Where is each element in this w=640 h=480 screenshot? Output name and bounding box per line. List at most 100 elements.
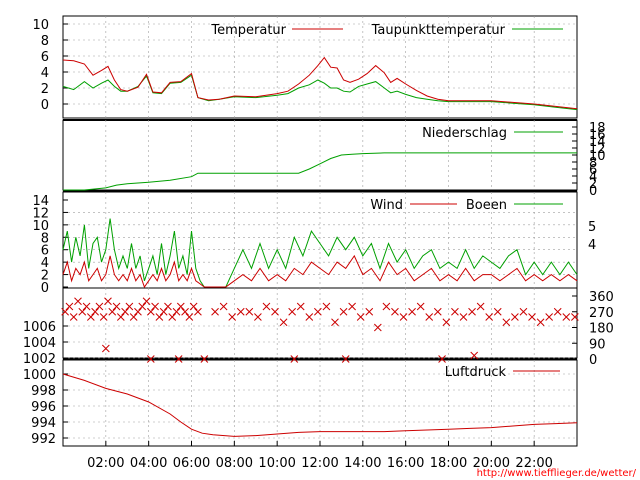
wind-direction-marker [288,307,297,316]
wind-direction-marker [112,302,121,311]
wind-direction-marker [95,302,104,311]
wind-direction-marker [459,313,468,321]
wind-direction-marker [219,302,228,311]
wind-direction-marker [451,307,459,316]
wind-tick-label: 4 [41,256,49,271]
wind-direction-marker [391,307,399,316]
wind-direction-marker [211,307,219,316]
wind-direction-marker [468,307,476,316]
wind-direction-marker [125,302,134,311]
series-line-boeen [62,218,578,288]
wind-direction-marker [181,307,189,316]
pressure-tick-label: 1000 [23,368,56,383]
precip-tick-label: 4 [589,170,597,185]
wind-direction-marker [82,302,91,311]
wind-direction-marker [86,313,95,321]
wind-tick-label: 8 [41,231,49,246]
pressure-tick-label: 996 [31,400,56,415]
temp-tick-label: 6 [41,50,49,65]
wind-tick-label: 14 [32,194,49,209]
wind-direction-marker [545,313,554,321]
x-tick-label: 14:00 [344,456,381,471]
wind-direction-marker [373,323,382,332]
legend-wind-label: Wind [370,198,403,213]
wind-direction-marker [228,313,237,321]
wind-direction-marker [493,307,502,316]
x-tick-label: 10:00 [258,456,295,471]
x-tick-label: 18:00 [430,456,467,471]
dir-tick-label: 270 [589,306,614,321]
wind-direction-marker [262,302,271,311]
wind-direction-marker [172,307,181,316]
wind-direction-marker [382,302,391,311]
wind-direction-marker [356,313,365,321]
wind-direction-marker [339,307,348,316]
wind-direction-marker [146,307,155,316]
wind-direction-marker [116,313,125,321]
temp-tick-label: 10 [32,18,49,33]
wind-direction-marker [442,318,451,327]
precip-tick-label: 0 [589,184,597,199]
wind-direction-marker [254,313,262,321]
wind-direction-marker [174,355,183,363]
wind-direction-marker [185,313,194,321]
dir-tick-label: 90 [589,337,606,352]
precip-tick-label: 8 [589,156,597,171]
precip-tick-label: 6 [589,163,597,178]
series-line-wind [62,254,578,289]
wind-tick-label: 12 [32,206,49,221]
x-tick-label: 02:00 [87,456,124,471]
wind-direction-marker [69,313,78,321]
wind-direction-marker [433,307,442,316]
wind-tick-label: 6 [41,244,49,259]
x-tick-label: 22:00 [515,456,552,471]
dir-tick-label: 0 [589,353,597,368]
wind-direction-marker [348,302,356,311]
temp-tick-label: 0 [41,98,49,113]
dir-tick-label: 180 [589,322,614,337]
wind-direction-marker [562,313,571,321]
pressure-tick-label: 992 [31,432,56,447]
wind-direction-marker [485,313,494,321]
wind-direction-marker [78,307,87,316]
series-line-niederschlag [63,152,577,191]
wind-direction-marker [425,313,434,321]
x-tick-label: 08:00 [216,456,253,471]
wind-direction-marker [159,307,168,316]
pressure-tick-label: 1002 [23,352,56,367]
precip-tick-label: 2 [589,177,597,192]
wind-direction-marker [365,307,374,316]
wind-direction-marker [236,307,245,316]
source-url[interactable]: http://www.tiefflieger.de/wetter/ [477,468,637,479]
legend-niederschlag-label: Niederschlag [422,126,507,141]
wind-direction-marker [121,307,129,316]
wind-direction-marker [511,313,519,321]
wind-direction-marker [129,313,138,321]
wind-direction-marker [296,302,305,311]
wind-direction-marker [176,302,185,311]
wind-direction-marker [528,313,536,321]
pressure-tick-label: 994 [31,416,56,431]
x-tick-label: 12:00 [301,456,338,471]
wind-direction-marker [279,318,288,327]
wind-direction-marker [189,302,198,311]
series-line-luftdruck [62,373,578,437]
temp-tick-label: 8 [41,34,49,49]
wind-direction-marker [553,307,562,316]
wind-right-tick-4: 4 [588,238,596,253]
x-tick-label: 16:00 [387,456,424,471]
precip-tick-label: 18 [589,121,606,136]
wind-direction-marker [271,307,279,316]
legend-taupunkt-label: Taupunkttemperatur [371,23,506,38]
series-line-temperatur [62,56,578,110]
wind-direction-marker [142,297,151,306]
wind-direction-marker [476,302,485,311]
wind-direction-marker [470,351,479,360]
wind-tick-label: 0 [41,281,49,296]
x-tick-label: 06:00 [173,456,210,471]
precip-tick-label: 12 [589,142,606,157]
wind-direction-marker [138,302,147,311]
wind-direction-marker [408,307,416,316]
wind-direction-marker [146,355,155,363]
wind-direction-marker [91,307,99,316]
